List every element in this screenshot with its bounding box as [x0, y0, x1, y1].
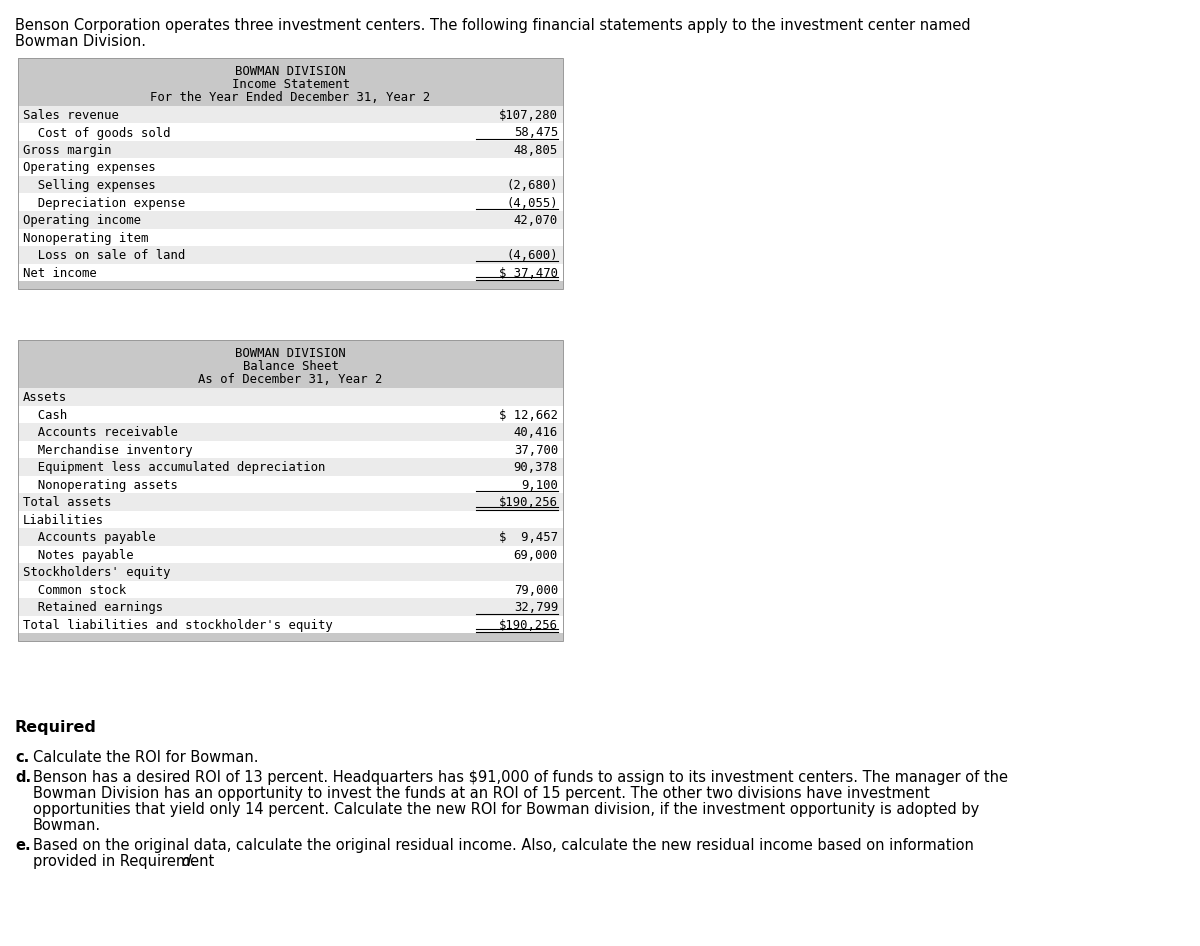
- Text: Cost of goods sold: Cost of goods sold: [23, 127, 170, 139]
- Text: As of December 31, Year 2: As of December 31, Year 2: [198, 373, 383, 386]
- Text: 58,475: 58,475: [514, 127, 558, 139]
- Text: Bowman Division has an opportunity to invest the funds at an ROI of 15 percent. : Bowman Division has an opportunity to in…: [34, 786, 930, 801]
- Bar: [18, 528, 563, 546]
- Bar: [18, 423, 563, 441]
- Bar: [18, 563, 563, 581]
- Text: $190,256: $190,256: [499, 619, 558, 632]
- Text: 40,416: 40,416: [514, 426, 558, 439]
- Text: Selling expenses: Selling expenses: [23, 179, 156, 192]
- Text: Liabilities: Liabilities: [23, 514, 104, 527]
- Text: $107,280: $107,280: [499, 109, 558, 122]
- Text: $  9,457: $ 9,457: [499, 531, 558, 544]
- Text: Based on the original data, calculate the original residual income. Also, calcul: Based on the original data, calculate th…: [34, 838, 974, 853]
- Text: $ 37,470: $ 37,470: [499, 267, 558, 279]
- Bar: [18, 406, 563, 423]
- Text: Benson has a desired ROI of 13 percent. Headquarters has $91,000 of funds to ass: Benson has a desired ROI of 13 percent. …: [34, 770, 1008, 785]
- Bar: [18, 159, 563, 176]
- Text: Total assets: Total assets: [23, 496, 112, 509]
- Bar: [18, 58, 563, 106]
- Bar: [18, 211, 563, 229]
- Bar: [18, 340, 563, 641]
- Bar: [18, 58, 563, 289]
- Text: (4,600): (4,600): [506, 249, 558, 262]
- Text: Operating income: Operating income: [23, 214, 142, 227]
- Bar: [18, 581, 563, 598]
- Text: For the Year Ended December 31, Year 2: For the Year Ended December 31, Year 2: [150, 91, 431, 104]
- Bar: [18, 194, 563, 211]
- Bar: [18, 124, 563, 141]
- Text: Bowman Division.: Bowman Division.: [14, 34, 146, 49]
- Bar: [18, 458, 563, 476]
- Bar: [18, 246, 563, 264]
- Text: d.: d.: [14, 770, 31, 785]
- Text: Accounts receivable: Accounts receivable: [23, 426, 178, 439]
- Bar: [18, 264, 563, 281]
- Text: 79,000: 79,000: [514, 584, 558, 597]
- Text: Cash: Cash: [23, 409, 67, 422]
- Bar: [18, 633, 563, 641]
- Text: Assets: Assets: [23, 391, 67, 404]
- Text: Calculate the ROI for Bowman.: Calculate the ROI for Bowman.: [34, 750, 258, 765]
- Text: e.: e.: [14, 838, 31, 853]
- Bar: [18, 476, 563, 493]
- Bar: [18, 229, 563, 246]
- Text: 37,700: 37,700: [514, 444, 558, 457]
- Bar: [18, 281, 563, 289]
- Bar: [18, 141, 563, 159]
- Bar: [18, 441, 563, 458]
- Text: 90,378: 90,378: [514, 461, 558, 474]
- Bar: [18, 176, 563, 194]
- Text: Loss on sale of land: Loss on sale of land: [23, 249, 185, 262]
- Bar: [18, 493, 563, 511]
- Text: Depreciation expense: Depreciation expense: [23, 197, 185, 209]
- Text: Notes payable: Notes payable: [23, 549, 133, 562]
- Text: Net income: Net income: [23, 267, 97, 279]
- Text: Bowman.: Bowman.: [34, 818, 101, 833]
- Text: Benson Corporation operates three investment centers. The following financial st: Benson Corporation operates three invest…: [14, 18, 971, 33]
- Text: (2,680): (2,680): [506, 179, 558, 192]
- Text: opportunities that yield only 14 percent. Calculate the new ROI for Bowman divis: opportunities that yield only 14 percent…: [34, 802, 979, 817]
- Bar: [18, 546, 563, 563]
- Text: 69,000: 69,000: [514, 549, 558, 562]
- Text: c.: c.: [14, 750, 29, 765]
- Bar: [18, 340, 563, 388]
- Text: $190,256: $190,256: [499, 496, 558, 509]
- Text: (4,055): (4,055): [506, 197, 558, 209]
- Bar: [18, 598, 563, 616]
- Bar: [18, 388, 563, 406]
- Text: BOWMAN DIVISION: BOWMAN DIVISION: [235, 347, 346, 360]
- Text: 9,100: 9,100: [521, 479, 558, 492]
- Text: 42,070: 42,070: [514, 214, 558, 227]
- Bar: [18, 106, 563, 124]
- Text: Retained earnings: Retained earnings: [23, 601, 163, 614]
- Text: Equipment less accumulated depreciation: Equipment less accumulated depreciation: [23, 461, 325, 474]
- Text: Total liabilities and stockholder's equity: Total liabilities and stockholder's equi…: [23, 619, 332, 632]
- Text: provided in Requirement: provided in Requirement: [34, 854, 218, 869]
- Bar: [18, 616, 563, 633]
- Text: Gross margin: Gross margin: [23, 144, 112, 157]
- Text: Nonoperating item: Nonoperating item: [23, 232, 149, 244]
- Text: Sales revenue: Sales revenue: [23, 109, 119, 122]
- Text: .: .: [190, 854, 194, 869]
- Text: Nonoperating assets: Nonoperating assets: [23, 479, 178, 492]
- Text: BOWMAN DIVISION: BOWMAN DIVISION: [235, 65, 346, 78]
- Text: Income Statement: Income Statement: [232, 78, 349, 91]
- Text: Stockholders' equity: Stockholders' equity: [23, 566, 170, 579]
- Text: Merchandise inventory: Merchandise inventory: [23, 444, 193, 457]
- Text: Accounts payable: Accounts payable: [23, 531, 156, 544]
- Text: Operating expenses: Operating expenses: [23, 162, 156, 174]
- Text: Common stock: Common stock: [23, 584, 126, 597]
- Text: $ 12,662: $ 12,662: [499, 409, 558, 422]
- Text: d: d: [181, 854, 191, 869]
- Text: Required: Required: [14, 720, 97, 735]
- Text: 32,799: 32,799: [514, 601, 558, 614]
- Text: 48,805: 48,805: [514, 144, 558, 157]
- Bar: [18, 511, 563, 528]
- Text: Balance Sheet: Balance Sheet: [242, 360, 338, 373]
